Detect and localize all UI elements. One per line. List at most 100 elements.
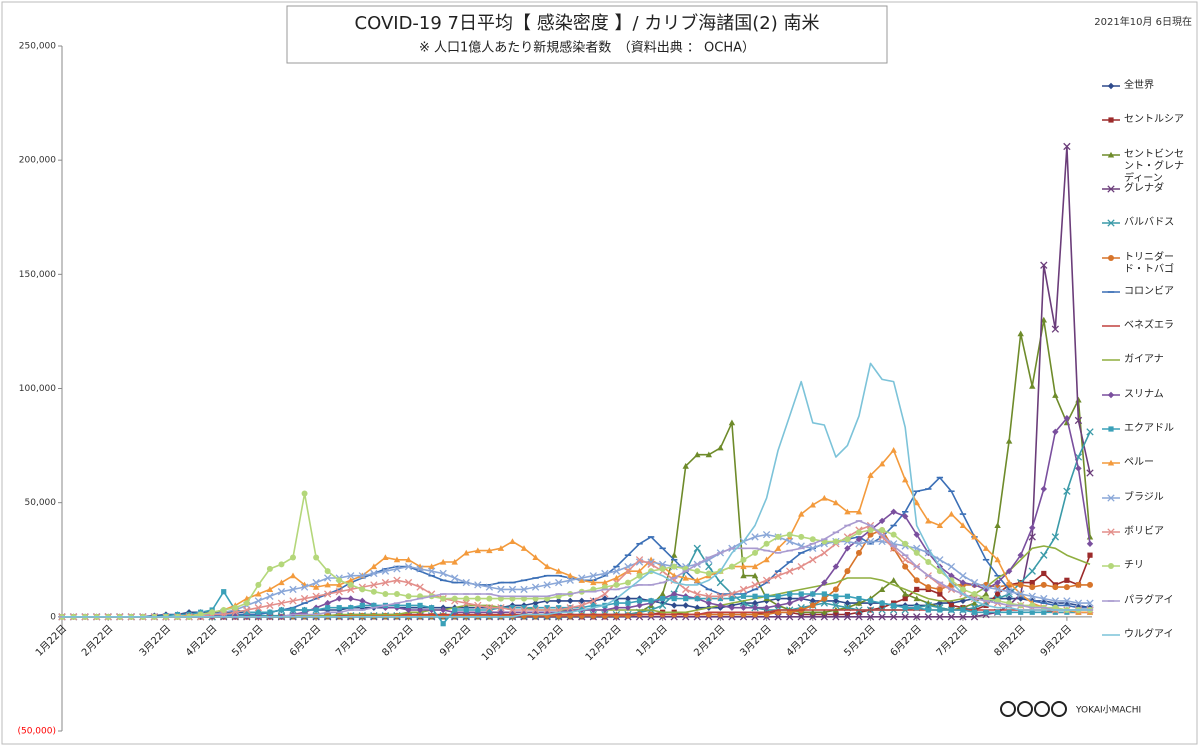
marker [821, 595, 828, 602]
legend-item: ガイアナ [1100, 354, 1190, 366]
legend-item: ボリビア [1100, 526, 1190, 538]
marker [255, 609, 261, 615]
marker [1086, 428, 1094, 436]
logo-icon [1051, 701, 1067, 717]
marker [1107, 219, 1115, 227]
marker [1087, 552, 1093, 558]
marker [774, 613, 782, 621]
marker [844, 508, 851, 515]
marker [290, 607, 296, 613]
legend-swatch [1102, 599, 1120, 602]
marker [497, 545, 505, 551]
legend-swatch [1102, 185, 1120, 193]
marker [300, 583, 309, 591]
marker [890, 531, 897, 538]
marker [891, 602, 897, 609]
marker [798, 510, 805, 517]
marker [578, 597, 585, 605]
marker [348, 605, 354, 611]
marker [359, 602, 365, 609]
x-tick-label: 10月22日 [479, 623, 520, 664]
marker [324, 581, 331, 588]
marker [647, 560, 655, 568]
marker [440, 621, 446, 627]
legend-swatch [1102, 82, 1120, 90]
marker [901, 613, 909, 621]
marker [635, 556, 644, 564]
marker [1108, 426, 1114, 432]
marker [404, 578, 413, 587]
marker [393, 565, 401, 573]
marker [1029, 524, 1036, 531]
x-tick-label: 2月22日 [79, 623, 115, 659]
marker [729, 595, 735, 602]
marker [856, 595, 862, 602]
x-tick-label: 3月22日 [738, 623, 774, 659]
marker [867, 472, 874, 478]
marker [867, 598, 874, 604]
marker [1017, 590, 1025, 598]
marker [832, 597, 840, 605]
marker [1040, 485, 1047, 493]
marker [693, 544, 701, 552]
marker [844, 545, 851, 552]
legend-label: グレナダ [1124, 182, 1164, 194]
marker [844, 599, 851, 607]
marker [844, 536, 851, 543]
legend-item: エクアドル [1100, 423, 1190, 435]
marker [1029, 383, 1036, 389]
marker [809, 613, 817, 621]
legend-label: コロンビア [1124, 285, 1174, 297]
marker [335, 588, 343, 596]
x-tick-label: 2月22日 [691, 623, 727, 659]
marker [612, 567, 621, 575]
legend-item: バルバドス [1100, 217, 1190, 229]
marker [1108, 117, 1114, 123]
marker [439, 558, 447, 565]
marker [394, 602, 400, 609]
marker [1063, 597, 1071, 605]
marker [497, 585, 505, 594]
marker [879, 605, 885, 611]
marker [798, 595, 805, 602]
marker [1075, 396, 1082, 403]
legend-label: エクアドル [1124, 423, 1174, 434]
marker [336, 581, 343, 588]
marker [728, 590, 736, 598]
marker [994, 579, 1001, 586]
marker [994, 522, 1001, 529]
marker [751, 581, 759, 589]
marker [1028, 592, 1036, 600]
marker [659, 599, 666, 607]
marker [463, 595, 470, 602]
marker [555, 567, 562, 574]
marker [509, 605, 516, 611]
marker [728, 419, 736, 426]
x-tick-label: 9月22日 [1038, 623, 1074, 659]
y-tick-label: 0 [50, 612, 56, 622]
legend-swatch [1102, 460, 1120, 466]
marker [970, 578, 979, 587]
chart-subtitle: ※ 人口1億人あたり新規感染者数 （資料出典 ： OCHA） [419, 40, 755, 56]
marker [878, 586, 886, 592]
marker [601, 606, 609, 614]
marker [624, 579, 631, 586]
marker [670, 590, 678, 598]
marker [1017, 551, 1024, 559]
marker [866, 537, 875, 546]
marker [324, 568, 331, 575]
marker [532, 554, 539, 561]
marker [601, 569, 609, 578]
marker [971, 533, 978, 540]
marker [809, 602, 816, 609]
marker [774, 572, 782, 580]
marker [717, 602, 724, 609]
marker [1017, 330, 1024, 337]
marker [843, 613, 852, 621]
marker [993, 585, 1002, 594]
marker [878, 517, 886, 525]
marker [497, 604, 505, 612]
marker [855, 536, 863, 543]
marker [232, 604, 239, 611]
